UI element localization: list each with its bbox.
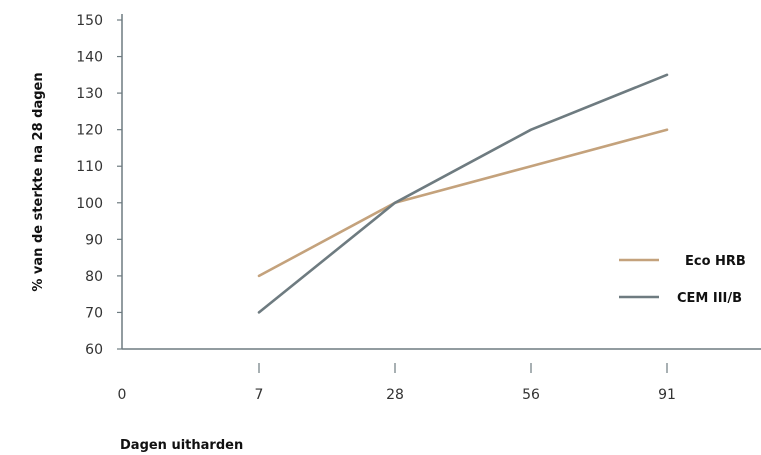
y-tick-label: 70	[85, 305, 103, 321]
y-tick-label: 90	[85, 232, 103, 248]
legend: Eco HRB CEM III/B	[619, 254, 746, 306]
series-line-cem-iii-b	[257, 73, 669, 314]
y-tick-label: 150	[76, 13, 103, 29]
y-tick-label: 140	[76, 50, 103, 66]
y-tick-label: 120	[76, 123, 103, 139]
x-tick-label: 0	[118, 387, 127, 403]
x-tick-label: 7	[255, 387, 264, 403]
x-axis-title: Dagen uitharden	[120, 438, 243, 453]
x-tick-label: 91	[658, 387, 676, 403]
y-tick-label: 110	[76, 159, 103, 175]
legend-label: CEM III/B	[677, 291, 742, 306]
x-tick-label: 56	[522, 387, 540, 403]
y-tick-label: 100	[76, 196, 103, 212]
x-tick-label: 28	[386, 387, 404, 403]
y-tick-label: 130	[76, 86, 103, 102]
x-axis-ticks: 0 7 28 56 91	[118, 363, 676, 403]
y-axis-ticks: 150 140 130 120 110 100 90 80 70 60	[76, 13, 122, 358]
series-line-eco-hrb	[257, 128, 669, 278]
y-tick-label: 80	[85, 269, 103, 285]
series-lines	[257, 73, 669, 314]
y-axis-title: % van de sterkte na 28 dagen	[31, 72, 46, 291]
y-tick-label: 60	[85, 342, 103, 358]
legend-label: Eco HRB	[685, 254, 746, 269]
